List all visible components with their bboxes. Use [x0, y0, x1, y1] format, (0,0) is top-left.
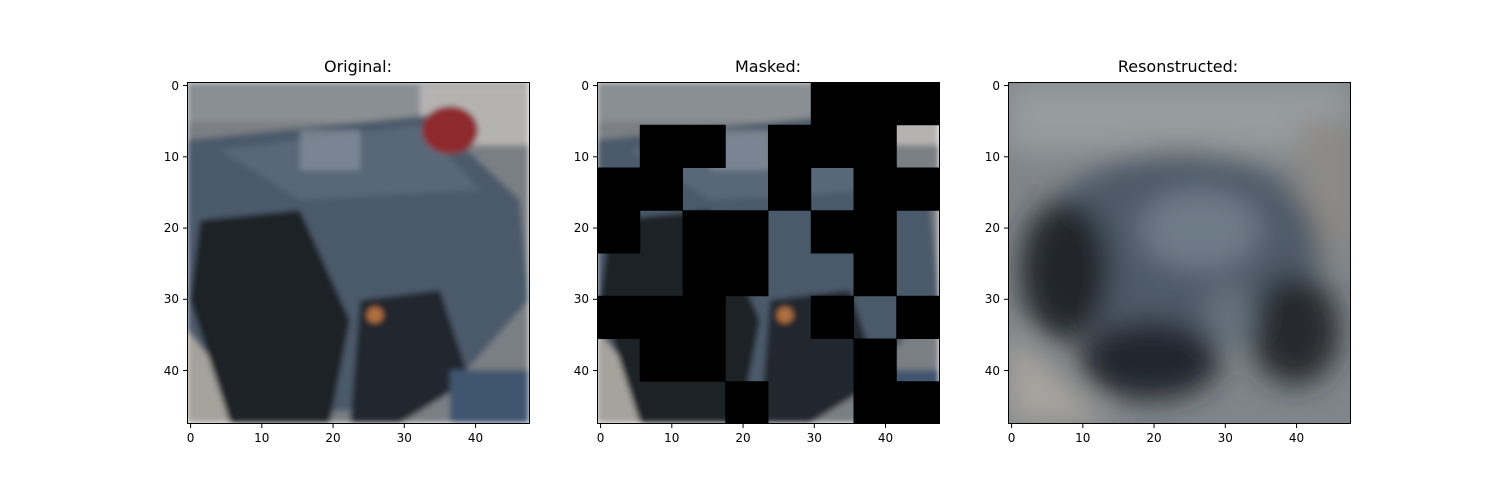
mask-patch: [853, 210, 897, 254]
y-tick-label: 0: [171, 78, 179, 93]
x-tick-label: 40: [467, 431, 484, 445]
x-tick-label: 20: [325, 431, 341, 445]
y-tick-label: 30: [163, 292, 179, 307]
y-tick-label: 10: [984, 149, 1000, 164]
x-tick-label: 20: [735, 431, 751, 445]
mask-patch: [853, 124, 897, 168]
mask-patch: [853, 381, 897, 423]
x-tick-label: 30: [396, 431, 412, 445]
masked-axes: [597, 82, 940, 424]
reconstructed-axes: [1008, 82, 1351, 424]
x-tick-label: 0: [596, 431, 605, 445]
mask-patch: [682, 295, 726, 339]
mask-patch: [853, 167, 897, 211]
mask-patch: [896, 167, 939, 211]
mask-patch: [682, 253, 726, 297]
mask-patch: [682, 338, 726, 382]
original-axes: [187, 82, 530, 424]
x-tick-label: 30: [1217, 431, 1233, 445]
y-tick-label: 20: [163, 221, 179, 236]
y-tick-label: 20: [573, 221, 589, 236]
y-tick-label: 0: [992, 78, 1000, 93]
mask-patch: [639, 295, 683, 339]
mask-patch: [853, 253, 897, 297]
masked-image: [597, 82, 939, 423]
x-tick-label: 40: [1288, 431, 1305, 445]
mask-patch: [725, 253, 769, 297]
mask-patch: [810, 124, 854, 168]
y-tick-label: 10: [573, 149, 589, 164]
mask-patch: [682, 210, 726, 254]
x-tick-label: 40: [877, 431, 894, 445]
x-tick-label: 10: [254, 431, 270, 445]
x-tick-label: 30: [806, 431, 822, 445]
mask-patch: [597, 167, 641, 211]
mask-patch: [810, 210, 854, 254]
mask-patch: [639, 167, 683, 211]
reconstructed-image: [1008, 82, 1350, 423]
mask-patch: [597, 295, 641, 339]
y-tick-label: 40: [163, 363, 179, 378]
mask-patch: [639, 338, 683, 382]
x-tick-label: 10: [1075, 431, 1091, 445]
mask-patch: [725, 210, 769, 254]
y-tick-label: 40: [573, 363, 589, 378]
mask-patch: [896, 381, 939, 423]
y-tick-label: 40: [984, 363, 1000, 378]
y-tick-label: 30: [984, 292, 1000, 307]
x-tick-label: 10: [664, 431, 680, 445]
mask-patch: [810, 295, 854, 339]
mask-patch: [810, 82, 854, 126]
mask-patch: [597, 210, 641, 254]
mask-patch: [768, 124, 812, 168]
y-tick-label: 30: [573, 292, 589, 307]
mask-patch: [853, 338, 897, 382]
mask-patch: [768, 167, 812, 211]
x-tick-label: 0: [186, 431, 195, 445]
original-image: [187, 82, 529, 423]
mask-patch: [725, 381, 769, 423]
y-tick-label: 10: [163, 149, 179, 164]
x-tick-label: 0: [1007, 431, 1016, 445]
reconstructed-title: Resonstructed:: [1117, 57, 1239, 76]
x-tick-label: 20: [1146, 431, 1162, 445]
mask-patches: [597, 82, 939, 423]
y-tick-label: 20: [984, 221, 1000, 236]
original-title: Original:: [324, 57, 392, 76]
mask-patch: [682, 124, 726, 168]
y-tick-label: 0: [581, 78, 589, 93]
mask-patch: [896, 82, 939, 126]
mask-patch: [896, 295, 939, 339]
mask-patch: [853, 82, 897, 126]
masked-title: Masked:: [734, 57, 802, 76]
mask-patch: [639, 124, 683, 168]
